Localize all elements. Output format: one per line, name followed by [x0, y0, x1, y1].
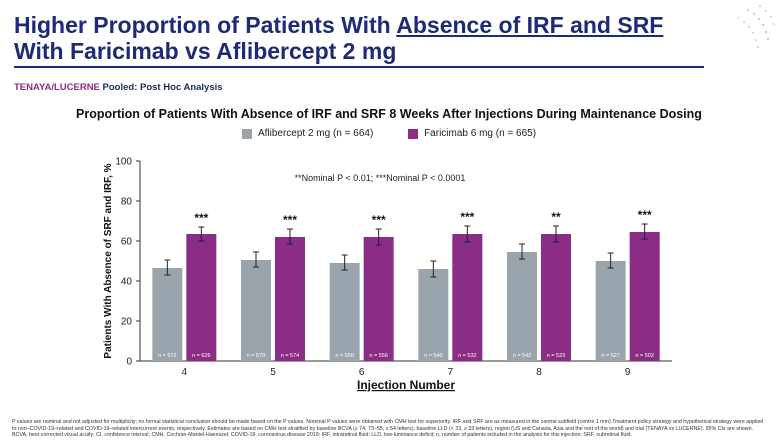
x-tick-label: 8	[536, 367, 542, 378]
bar-aflibercept	[152, 268, 183, 361]
bar-aflibercept	[418, 269, 449, 361]
legend-swatch-faricimab	[408, 128, 419, 139]
x-axis-title: Injection Number	[357, 378, 455, 392]
bar-n-label: n = 502	[635, 353, 654, 359]
bar-faricimab	[541, 234, 571, 361]
significance-marker: ***	[283, 213, 297, 227]
bar-faricimab	[186, 234, 217, 361]
significance-marker: ***	[460, 210, 474, 224]
significance-marker: **	[551, 210, 561, 224]
title-line2: With Faricimab vs Aflibercept 2 mg	[14, 38, 397, 64]
title-divider	[14, 66, 704, 68]
analysis-label: Pooled: Post Hoc Analysis	[99, 82, 223, 93]
bar-faricimab	[629, 232, 660, 361]
y-tick-label: 100	[115, 157, 132, 168]
p-value-annotation: **Nominal P < 0.01; ***Nominal P < 0.000…	[295, 173, 466, 183]
bar-n-label: n = 532	[458, 353, 477, 359]
title-line1-plain: Higher Proportion of Patients With	[14, 12, 397, 38]
bar-faricimab	[363, 237, 394, 361]
bar-aflibercept	[507, 252, 537, 361]
y-tick-label: 20	[121, 317, 133, 328]
y-tick-label: 40	[121, 277, 133, 288]
trial-lucerne: LUCERNE	[53, 82, 100, 93]
bar-aflibercept	[329, 263, 360, 361]
y-tick-label: 80	[121, 197, 133, 208]
bar-faricimab	[452, 234, 483, 361]
bar-n-label: n = 626	[192, 353, 211, 359]
legend-label-aflibercept: Aflibercept 2 mg (n = 664)	[257, 128, 374, 139]
bar-n-label: n = 542	[513, 353, 532, 359]
bar-aflibercept	[241, 260, 271, 361]
y-axis-title: Patients With Absence of SRF and IRF, %	[103, 163, 114, 358]
trial-tenaya: TENAYA	[14, 82, 52, 93]
significance-marker: ***	[638, 208, 652, 222]
x-tick-label: 9	[625, 367, 631, 378]
title-line1-underlined: Absence of IRF and SRF	[396, 12, 664, 38]
x-tick-label: 4	[182, 367, 188, 378]
y-tick-label: 0	[126, 357, 132, 368]
decorative-corner-graphic	[737, 5, 775, 48]
chart-title: Proportion of Patients With Absence of I…	[76, 107, 702, 121]
bar-n-label: n = 572	[158, 353, 177, 359]
bar-n-label: n = 550	[335, 353, 354, 359]
analysis-subtitle: TENAYA/LUCERNE Pooled: Post Hoc Analysis	[14, 82, 223, 93]
trial-separator: /	[51, 82, 54, 93]
bar-n-label: n = 523	[547, 353, 566, 359]
significance-marker: ***	[372, 213, 386, 227]
bar-n-label: n = 540	[424, 353, 443, 359]
bar-n-label: n = 556	[369, 353, 388, 359]
legend-item-faricimab: Faricimab 6 mg (n = 665)	[408, 128, 536, 139]
bar-n-label: n = 574	[281, 353, 300, 359]
bar-faricimab	[275, 237, 305, 361]
footnote: P values are nominal and not adjusted fo…	[12, 419, 764, 439]
page-title: Higher Proportion of Patients With Absen…	[14, 12, 704, 64]
bar-n-label: n = 579	[247, 353, 266, 359]
y-tick-label: 60	[121, 237, 133, 248]
bar-n-label: n = 527	[601, 353, 620, 359]
legend-swatch-aflibercept	[241, 128, 252, 139]
x-tick-label: 5	[270, 367, 276, 378]
legend-item-aflibercept: Aflibercept 2 mg (n = 664)	[241, 128, 374, 139]
x-tick-label: 6	[359, 367, 365, 378]
significance-marker: ***	[194, 211, 208, 225]
legend-label-faricimab: Faricimab 6 mg (n = 665)	[424, 128, 537, 139]
x-tick-label: 7	[448, 367, 454, 378]
chart-legend: Aflibercept 2 mg (n = 664) Faricimab 6 m…	[0, 128, 778, 142]
bar-aflibercept	[595, 261, 626, 361]
